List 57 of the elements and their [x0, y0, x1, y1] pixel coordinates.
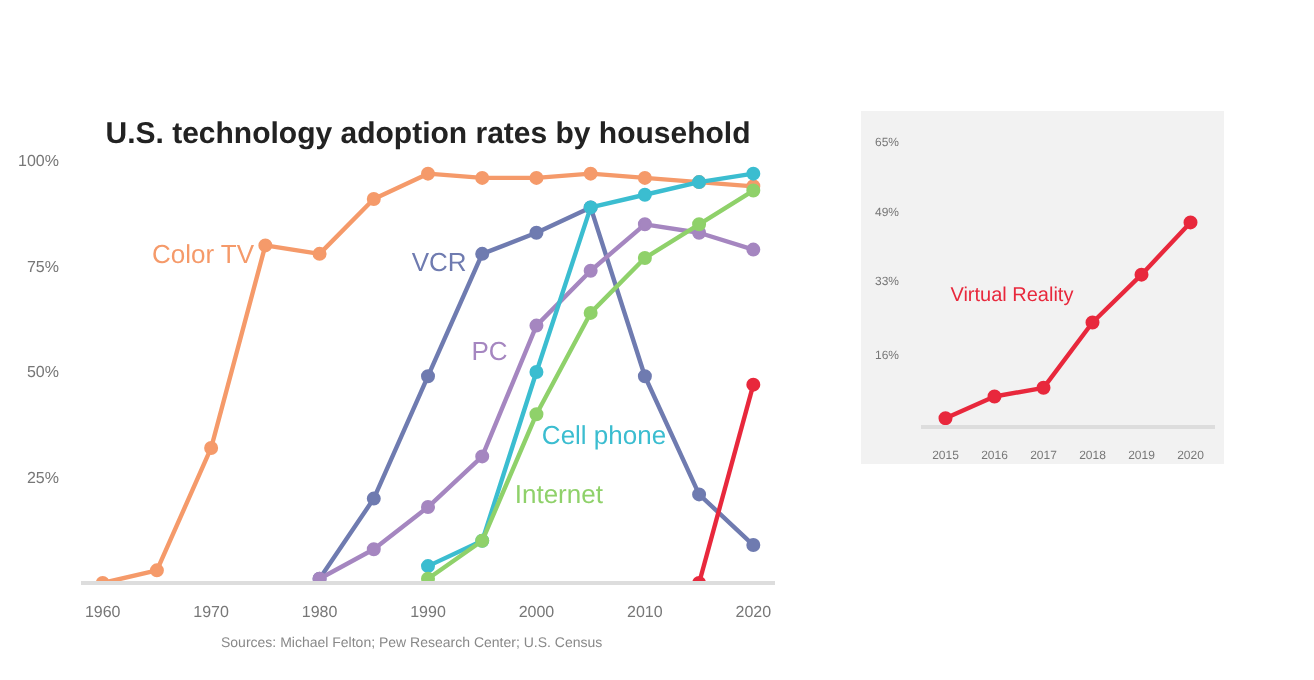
point	[204, 440, 219, 455]
series-label: VCR	[411, 247, 467, 278]
y-tick-label: 25%	[26, 468, 60, 487]
point	[583, 263, 598, 278]
x-tick-label: 1960	[84, 603, 122, 621]
y-tick-label: 75%	[26, 257, 60, 276]
point	[938, 411, 953, 426]
point	[746, 377, 761, 392]
point	[529, 365, 544, 379]
point	[1183, 215, 1198, 230]
point	[692, 487, 707, 502]
x-tick-label: 1980	[301, 603, 339, 621]
series-label: Virtual Reality	[950, 285, 1074, 308]
point	[475, 246, 490, 261]
point	[421, 559, 435, 574]
point	[637, 187, 652, 202]
point	[1085, 315, 1100, 330]
point	[149, 563, 164, 578]
series-label: Internet	[514, 479, 604, 510]
point	[258, 238, 273, 253]
y-tick-label: 100%	[18, 152, 60, 170]
x-tick-label: 1990	[410, 603, 447, 621]
point	[366, 491, 381, 506]
point	[529, 318, 544, 333]
point	[366, 542, 381, 557]
x-tick-label: 1970	[193, 603, 231, 621]
point	[1134, 267, 1149, 282]
point	[746, 242, 761, 257]
point	[637, 170, 652, 185]
x-tick-label: 2000	[518, 603, 556, 621]
x-tick-label: 2020	[735, 603, 773, 621]
point	[746, 538, 761, 553]
point	[421, 500, 435, 515]
point	[692, 217, 707, 232]
point	[583, 305, 598, 320]
series-label: PC	[471, 335, 508, 366]
point	[529, 170, 544, 185]
series-label: Color TV	[151, 238, 255, 269]
point	[421, 166, 435, 181]
point	[637, 251, 652, 266]
point	[637, 369, 652, 384]
point	[421, 369, 435, 384]
y-tick-label: 50%	[26, 363, 60, 381]
point	[475, 170, 490, 185]
point	[312, 246, 327, 261]
point	[1036, 380, 1051, 395]
point	[529, 407, 544, 422]
point	[366, 191, 381, 206]
series-label: Cell phone	[541, 420, 667, 451]
point	[529, 225, 544, 240]
point	[637, 217, 652, 232]
x-tick-label: 2010	[627, 603, 664, 621]
point	[987, 389, 1002, 404]
chart-title: U.S. technology adoption rates by household	[105, 117, 751, 151]
point	[583, 166, 598, 181]
point	[746, 166, 761, 181]
point	[475, 449, 490, 464]
